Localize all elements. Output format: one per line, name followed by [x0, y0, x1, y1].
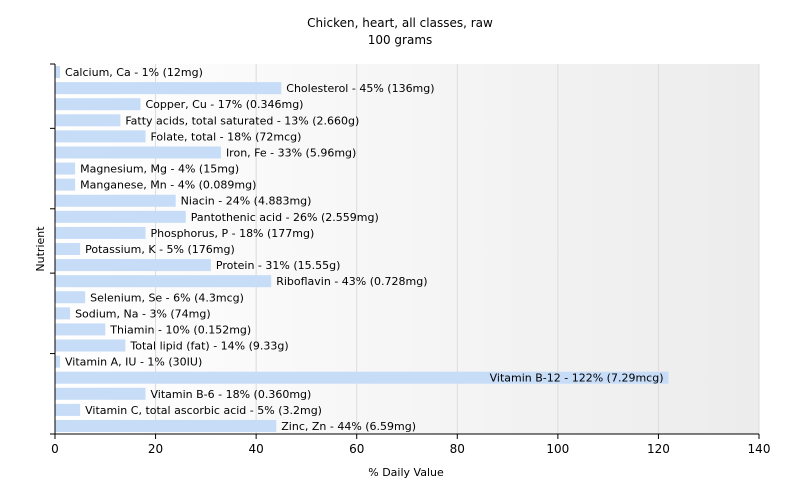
bar-label: Manganese, Mn - 4% (0.089mg) [80, 179, 256, 192]
bar [55, 339, 126, 352]
bar [55, 371, 669, 384]
bar-label: Folate, total - 18% (72mcg) [151, 130, 302, 143]
x-tick-label: 60 [349, 442, 364, 456]
bar-label: Copper, Cu - 17% (0.346mg) [145, 98, 303, 111]
bar [55, 82, 282, 95]
bar-label: Vitamin C, total ascorbic acid - 5% (3.2… [85, 404, 322, 417]
bar [55, 98, 141, 111]
bar [55, 194, 176, 207]
bar [55, 355, 61, 368]
bar [55, 210, 186, 223]
bar-label: Total lipid (fat) - 14% (9.33g) [129, 340, 288, 353]
bar [55, 275, 272, 288]
bar-label: Phosphorus, P - 18% (177mg) [151, 227, 315, 240]
bar [55, 146, 221, 159]
x-tick-label: 140 [748, 442, 771, 456]
bar [55, 323, 106, 336]
y-ticks [50, 63, 55, 435]
bar [55, 387, 146, 400]
bar [55, 307, 71, 320]
x-ticks: 0 20 40 60 80 100 120 140 [51, 434, 770, 456]
bar [55, 259, 211, 272]
bar [55, 130, 146, 143]
x-tick-label: 80 [450, 442, 465, 456]
bar [55, 178, 76, 191]
bar [55, 226, 146, 239]
bar [55, 419, 277, 432]
bar [55, 114, 121, 127]
bar-labels: Calcium, Ca - 1% (12mg) Cholesterol - 45%… [65, 66, 663, 433]
bar [55, 291, 86, 304]
bar-label: Vitamin A, IU - 1% (30IU) [65, 356, 202, 369]
bar-label: Vitamin B-12 - 122% (7.29mcg) [490, 372, 664, 385]
chart-subtitle: 100 grams [368, 33, 433, 47]
bar-label: Pantothenic acid - 26% (2.559mg) [191, 211, 379, 224]
y-axis-title: Nutrient [34, 226, 47, 272]
bar-label: Fatty acids, total saturated - 13% (2.66… [125, 114, 359, 127]
bar [55, 243, 81, 255]
bars [55, 66, 669, 432]
x-tick-label: 0 [51, 442, 59, 456]
bar [55, 162, 76, 175]
bar [55, 403, 81, 416]
bar-label: Protein - 31% (15.55g) [216, 259, 341, 272]
chart-title: Chicken, heart, all classes, raw [307, 16, 493, 30]
x-tick-label: 20 [148, 442, 163, 456]
x-tick-label: 100 [546, 442, 569, 456]
bar-label: Iron, Fe - 33% (5.96mg) [226, 146, 356, 159]
x-axis-title: % Daily Value [368, 466, 444, 479]
x-tick-label: 40 [249, 442, 264, 456]
bar-label: Vitamin B-6 - 18% (0.360mg) [151, 388, 312, 401]
bar-label: Potassium, K - 5% (176mg) [85, 243, 235, 256]
bar-label: Niacin - 24% (4.883mg) [181, 195, 312, 208]
bar-label: Calcium, Ca - 1% (12mg) [65, 66, 203, 79]
bar-label: Selenium, Se - 6% (4.3mcg) [90, 291, 244, 304]
bar [55, 66, 61, 79]
bar-label: Riboflavin - 43% (0.728mg) [276, 275, 427, 288]
bar-label: Sodium, Na - 3% (74mg) [75, 307, 211, 320]
bar-label: Magnesium, Mg - 4% (15mg) [80, 163, 239, 176]
bar-label: Zinc, Zn - 44% (6.59mg) [281, 420, 416, 433]
axes [54, 64, 759, 435]
x-tick-label: 120 [647, 442, 670, 456]
bar-label: Cholesterol - 45% (136mg) [286, 82, 434, 95]
bar-label: Thiamin - 10% (0.152mg) [109, 323, 251, 336]
